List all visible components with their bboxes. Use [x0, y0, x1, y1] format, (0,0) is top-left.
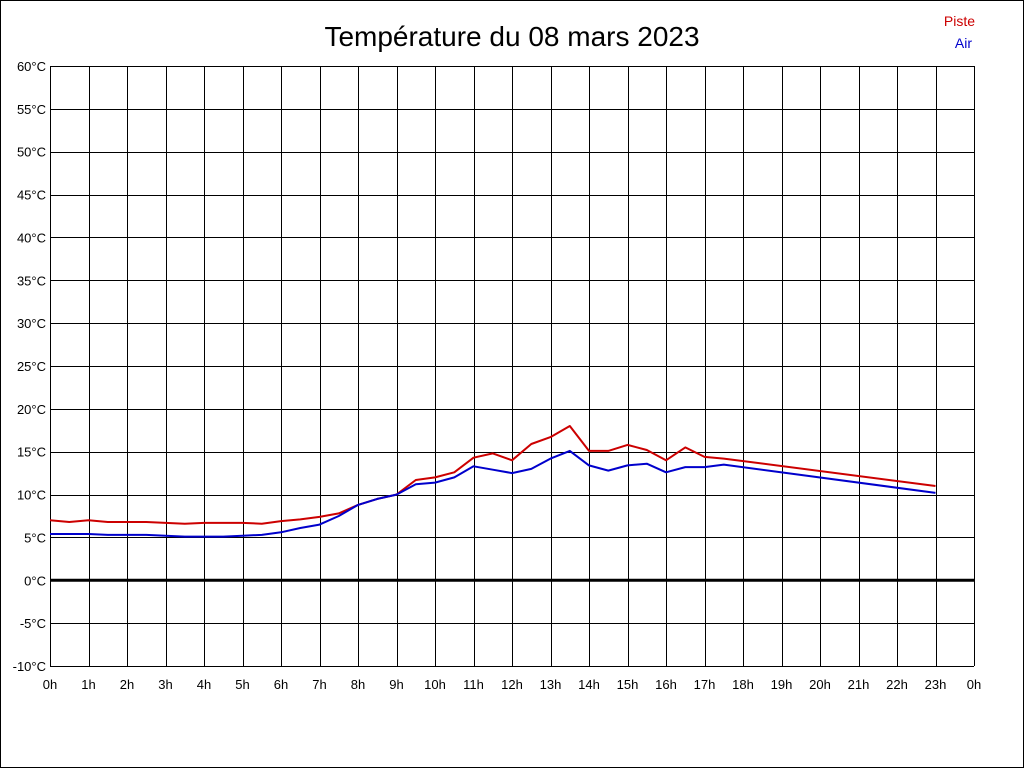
- x-tick-label: 15h: [617, 677, 639, 692]
- x-tick-label: 0h: [967, 677, 981, 692]
- x-tick-label: 10h: [424, 677, 446, 692]
- y-tick-label: 10°C: [17, 488, 46, 503]
- y-tick-label: 60°C: [17, 59, 46, 74]
- x-tick-label: 7h: [312, 677, 326, 692]
- grid: [50, 66, 975, 667]
- chart-title: Température du 08 mars 2023: [324, 21, 699, 52]
- y-tick-label: 5°C: [24, 530, 46, 545]
- series-lines: [49, 425, 936, 538]
- y-tick-label: 30°C: [17, 316, 46, 331]
- y-tick-label: 15°C: [17, 445, 46, 460]
- y-tick-label: 35°C: [17, 273, 46, 288]
- x-tick-label: 20h: [809, 677, 831, 692]
- y-tick-label: -5°C: [20, 616, 46, 631]
- x-tick-label: 8h: [351, 677, 365, 692]
- x-tick-label: 16h: [655, 677, 677, 692]
- y-tick-label: 0°C: [24, 573, 46, 588]
- tick-labels: 60°C 55°C 50°C 45°C 40°C 35°C 30°C 25°C 20°C 15°C…: [13, 59, 982, 692]
- x-tick-label: 11h: [463, 677, 484, 692]
- x-tick-label: 4h: [197, 677, 211, 692]
- y-tick-label: 25°C: [17, 359, 46, 374]
- series-line-air: [50, 449, 936, 538]
- x-tick-label: 1h: [81, 677, 95, 692]
- x-tick-label: 3h: [158, 677, 172, 692]
- x-tick-label: 5h: [235, 677, 249, 692]
- x-tick-label: 6h: [274, 677, 288, 692]
- y-tick-label: 45°C: [17, 188, 46, 203]
- x-tick-label: 13h: [540, 677, 562, 692]
- x-tick-label: 19h: [771, 677, 793, 692]
- x-tick-label: 18h: [732, 677, 754, 692]
- y-tick-label: -10°C: [13, 659, 46, 674]
- x-tick-label: 9h: [389, 677, 403, 692]
- y-tick-label: 40°C: [17, 230, 46, 245]
- legend-piste: Piste: [944, 13, 975, 29]
- y-tick-label: 20°C: [17, 402, 46, 417]
- x-tick-label: 2h: [120, 677, 134, 692]
- x-tick-label: 17h: [694, 677, 716, 692]
- y-tick-label: 50°C: [17, 145, 46, 160]
- x-tick-label: 22h: [886, 677, 908, 692]
- y-tick-label: 55°C: [17, 102, 46, 117]
- x-tick-label: 23h: [925, 677, 947, 692]
- x-tick-label: 21h: [848, 677, 870, 692]
- x-tick-label: 14h: [578, 677, 600, 692]
- legend-air: Air: [955, 35, 972, 51]
- x-tick-label: 0h: [43, 677, 57, 692]
- x-tick-label: 12h: [501, 677, 523, 692]
